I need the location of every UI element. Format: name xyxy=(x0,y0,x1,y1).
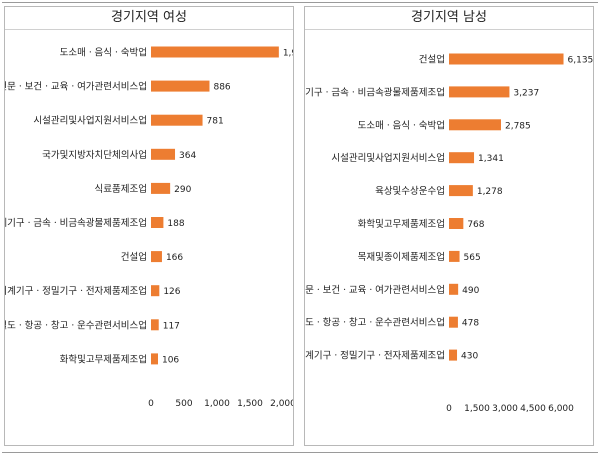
data-label: 188 xyxy=(167,219,184,229)
category-label: 철도ㆍ항공ㆍ창고ㆍ운수관련서비스업 xyxy=(305,317,445,329)
category-label: 전문ㆍ보건ㆍ교육ㆍ여가관련서비스업 xyxy=(305,284,445,296)
bottom-border xyxy=(2,452,598,453)
top-border xyxy=(2,2,598,3)
data-label: 290 xyxy=(174,185,191,195)
category-label: 목재및종이제품제조업 xyxy=(358,251,445,263)
data-label: 126 xyxy=(163,287,180,297)
category-label: 육상및수상운수업 xyxy=(375,185,445,197)
data-label: 768 xyxy=(467,220,484,230)
bar xyxy=(151,285,160,297)
bar xyxy=(151,114,203,126)
bar xyxy=(449,250,460,262)
category-label: 전문ㆍ보건ㆍ교육ㆍ여가관련서비스업 xyxy=(5,81,147,93)
bar xyxy=(449,86,510,98)
category-label: 시설관리및사업지원서비스업 xyxy=(331,152,445,164)
bar xyxy=(151,148,176,160)
data-label: 490 xyxy=(462,286,479,296)
category-label: 건설업 xyxy=(419,54,445,66)
category-label: 건설업 xyxy=(121,251,147,263)
data-label: 886 xyxy=(213,83,230,93)
tick-label: 1,500 xyxy=(237,399,263,409)
bar xyxy=(449,119,501,131)
bar xyxy=(449,349,458,361)
tick-label: 3,000 xyxy=(492,404,518,414)
tick-label: 4,500 xyxy=(520,404,546,414)
bar xyxy=(449,316,458,328)
data-label: 364 xyxy=(179,151,196,161)
category-label: 화학및고무제품제조업 xyxy=(358,218,445,230)
category-label: 국가및지방자치단체의사업 xyxy=(42,149,147,161)
tick-label: 6,000 xyxy=(548,404,574,414)
category-label: 기계기구ㆍ금속ㆍ비금속광물제품제조업 xyxy=(5,217,147,229)
bar xyxy=(151,251,162,263)
data-label: 1,278 xyxy=(477,187,503,197)
data-label: 6,135 xyxy=(568,56,593,66)
data-label: 106 xyxy=(162,355,179,365)
bar xyxy=(449,283,459,295)
category-label: 기계기구ㆍ금속ㆍ비금속광물제품제조업 xyxy=(305,86,445,98)
tick-label: 0 xyxy=(446,404,452,414)
category-label: 화학및고무제품제조업 xyxy=(60,353,147,365)
bar xyxy=(449,152,475,164)
data-label: 2,785 xyxy=(505,121,531,131)
data-label: 430 xyxy=(461,352,478,362)
tick-label: 1,500 xyxy=(464,404,490,414)
data-label: 3,237 xyxy=(513,88,539,98)
data-label: 565 xyxy=(464,253,481,263)
category-label: 전기기계기구ㆍ정밀기구ㆍ전자제품제조업 xyxy=(5,285,147,297)
bar xyxy=(449,53,564,65)
bar xyxy=(151,217,164,228)
data-label: 1,341 xyxy=(478,154,504,164)
data-label: 117 xyxy=(163,321,180,331)
category-label: 식료품제조업 xyxy=(95,183,147,195)
category-label: 전기기계기구ㆍ정밀기구ㆍ전자제품제조업 xyxy=(305,350,445,362)
bar xyxy=(151,353,158,365)
bar xyxy=(449,218,464,229)
category-label: 시설관리및사업지원서비스업 xyxy=(33,115,147,127)
bar xyxy=(151,46,279,58)
data-label: 166 xyxy=(166,253,183,263)
data-label: 1,937 xyxy=(283,49,293,59)
chart-title: 경기지역 여성 xyxy=(5,7,293,30)
bar-chart-female: 도소매ㆍ음식ㆍ숙박업 1,937 전문ㆍ보건ㆍ교육ㆍ여가관련서비스업 886 시설관리및… xyxy=(5,46,293,409)
data-label: 781 xyxy=(207,117,224,127)
category-label: 도소매ㆍ음식ㆍ숙박업 xyxy=(60,47,147,59)
bar-chart-male: 건설업 6,135 기계기구ㆍ금속ㆍ비금속광물제품제조업 3,237 도소매ㆍ음식ㆍ숙박… xyxy=(305,53,593,414)
chart-title: 경기지역 남성 xyxy=(305,7,593,30)
category-label: 철도ㆍ항공ㆍ창고ㆍ운수관련서비스업 xyxy=(5,319,147,331)
tick-label: 500 xyxy=(175,399,192,409)
category-label: 도소매ㆍ음식ㆍ숙박업 xyxy=(358,119,445,131)
chart-panel-female: 경기지역 여성 도소매ㆍ음식ㆍ숙박업 1,937 전문ㆍ보건ㆍ교육ㆍ여가관련서비스업… xyxy=(4,6,294,446)
bar xyxy=(449,185,473,197)
tick-label: 2,000 xyxy=(270,399,293,409)
bar xyxy=(151,80,210,92)
tick-label: 1,000 xyxy=(204,399,230,409)
data-label: 478 xyxy=(462,319,479,329)
chart-panel-male: 경기지역 남성 건설업 6,135 기계기구ㆍ금속ㆍ비금속광물제품제조업 3,237 도… xyxy=(304,6,594,446)
bar xyxy=(151,319,159,331)
bar xyxy=(151,182,171,194)
tick-label: 0 xyxy=(148,399,154,409)
